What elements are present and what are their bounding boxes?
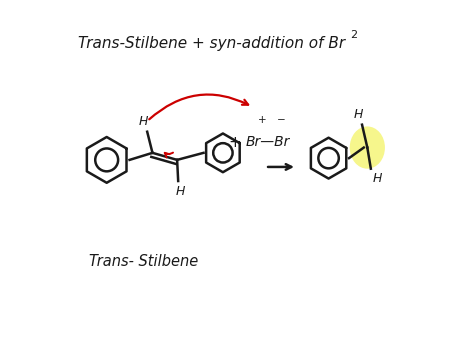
Text: +: + [229, 135, 242, 150]
Text: Br—Br: Br—Br [246, 135, 290, 149]
Text: H: H [175, 185, 185, 197]
Text: H: H [139, 115, 148, 128]
Text: H: H [373, 172, 382, 185]
FancyArrowPatch shape [149, 94, 248, 119]
Ellipse shape [350, 126, 385, 169]
Text: +: + [258, 115, 267, 125]
Text: Trans- Stilbene: Trans- Stilbene [89, 253, 198, 268]
Text: Trans-Stilbene + syn-addition of Br: Trans-Stilbene + syn-addition of Br [79, 36, 346, 51]
FancyArrowPatch shape [165, 153, 173, 158]
Text: H: H [354, 108, 363, 121]
Text: 2: 2 [350, 30, 357, 40]
Text: −: − [276, 115, 285, 125]
